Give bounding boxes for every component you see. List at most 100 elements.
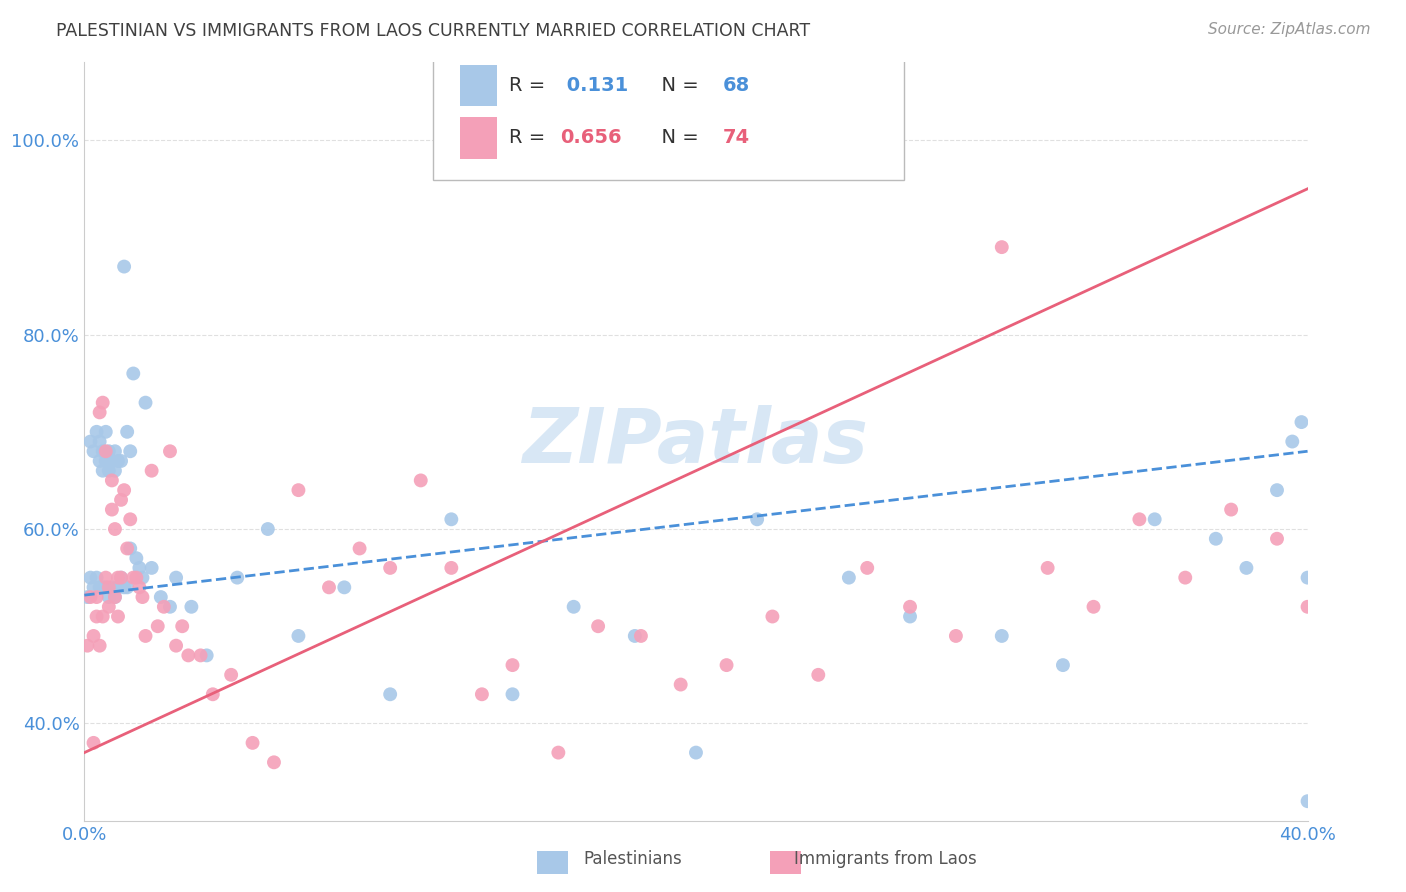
Point (318, 580, 340, 594)
Point (257, 522, 280, 536)
Point (165, 639, 187, 653)
Point (838, 571, 860, 585)
Point (94, 444, 117, 458)
Point (107, 571, 129, 585)
Point (1265, 483, 1288, 497)
Point (898, 609, 921, 624)
Point (86, 590, 108, 604)
Point (263, 756, 285, 770)
Point (1291, 415, 1313, 429)
Point (135, 629, 157, 643)
Point (97, 444, 120, 458)
Point (1296, 571, 1319, 585)
Point (112, 580, 135, 594)
Point (94, 580, 117, 594)
Point (128, 580, 150, 594)
Point (104, 590, 127, 604)
Point (333, 580, 356, 594)
Text: 68: 68 (723, 76, 751, 95)
Bar (460, 117, 496, 159)
Point (1343, 609, 1365, 624)
Point (1128, 512, 1150, 526)
Point (1220, 502, 1243, 516)
Text: 0.131: 0.131 (560, 76, 628, 95)
Point (624, 629, 647, 643)
Point (131, 571, 153, 585)
Point (135, 395, 157, 409)
Point (380, 561, 402, 575)
Point (91, 580, 114, 594)
Point (226, 571, 249, 585)
Point (856, 561, 879, 575)
Point (131, 590, 153, 604)
Point (1281, 434, 1303, 449)
Point (153, 599, 176, 614)
Text: N =: N = (650, 128, 706, 147)
Point (180, 599, 202, 614)
Point (94, 425, 117, 439)
Point (502, 687, 524, 701)
Point (945, 629, 967, 643)
Point (125, 571, 148, 585)
Bar (537, 851, 568, 874)
Point (287, 483, 309, 497)
Point (83, 736, 105, 750)
Point (86, 609, 108, 624)
Point (380, 687, 402, 701)
Point (190, 648, 212, 663)
Point (1205, 532, 1227, 546)
Point (120, 541, 142, 556)
Point (89, 580, 111, 594)
Point (76, 590, 98, 604)
Text: N =: N = (650, 76, 706, 95)
Point (172, 619, 194, 633)
Point (91, 395, 114, 409)
Point (91, 609, 114, 624)
Point (991, 240, 1014, 254)
Point (125, 551, 148, 566)
Point (89, 454, 111, 468)
Point (165, 571, 187, 585)
Point (562, 599, 585, 614)
Point (91, 444, 114, 458)
Point (97, 599, 120, 614)
Point (159, 599, 181, 614)
Point (115, 425, 138, 439)
Point (1296, 599, 1319, 614)
Point (101, 502, 124, 516)
Point (107, 580, 129, 594)
Point (112, 483, 135, 497)
Point (101, 454, 124, 468)
Point (86, 571, 108, 585)
Point (761, 609, 783, 624)
Point (1388, 571, 1406, 585)
Point (104, 590, 127, 604)
Point (110, 571, 132, 585)
Point (112, 260, 135, 274)
Point (1236, 561, 1258, 575)
Point (110, 571, 132, 585)
Point (89, 639, 111, 653)
Text: 0.656: 0.656 (560, 128, 621, 147)
Point (1036, 561, 1059, 575)
Point (1083, 599, 1105, 614)
Point (101, 580, 124, 594)
Point (669, 677, 692, 691)
Point (91, 464, 114, 478)
Text: PALESTINIAN VS IMMIGRANTS FROM LAOS CURRENTLY MARRIED CORRELATION CHART: PALESTINIAN VS IMMIGRANTS FROM LAOS CURR… (56, 22, 810, 40)
Point (747, 512, 769, 526)
Text: Palestinians: Palestinians (583, 850, 682, 868)
Point (128, 561, 150, 575)
Point (94, 571, 117, 585)
Point (440, 561, 463, 575)
Text: 74: 74 (723, 128, 749, 147)
Point (101, 474, 124, 488)
Point (115, 580, 138, 594)
Point (471, 687, 494, 701)
Point (219, 668, 242, 682)
Point (76, 639, 98, 653)
Point (287, 629, 309, 643)
Point (547, 746, 569, 760)
Point (807, 668, 830, 682)
Point (104, 464, 127, 478)
